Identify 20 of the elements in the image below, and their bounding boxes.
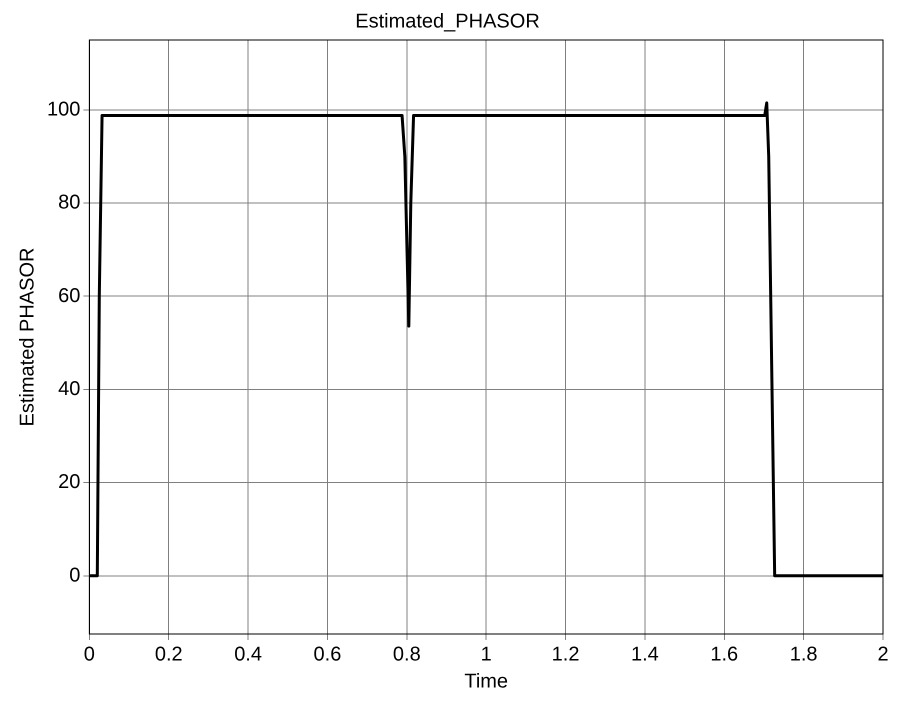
y-tick-label: 0 — [69, 564, 80, 586]
x-tick-label: 2 — [877, 644, 889, 666]
x-tick-label: 0.6 — [314, 644, 342, 666]
x-tick-label: 1.6 — [710, 644, 738, 666]
x-tick-label: 0.4 — [234, 644, 262, 666]
x-tick-label: 1.8 — [790, 644, 818, 666]
y-axis-title: Estimated PHASOR — [16, 248, 39, 426]
x-axis-title: Time — [464, 670, 508, 693]
y-tick-label: 60 — [58, 284, 80, 307]
chart-title: Estimated_PHASOR — [355, 10, 540, 33]
x-tick-label: 1 — [480, 644, 492, 666]
y-tick-label: 100 — [46, 98, 80, 120]
x-tick-label: 0.8 — [392, 644, 421, 666]
y-tick-label: 20 — [58, 471, 80, 494]
x-tick-label: 0 — [84, 644, 95, 666]
y-tick-label: 40 — [58, 378, 80, 400]
x-tick-label: 1.2 — [552, 644, 580, 666]
y-tick-label: 80 — [58, 192, 80, 214]
x-tick-label: 0.2 — [154, 644, 183, 666]
x-tick-label: 1.4 — [631, 644, 659, 666]
